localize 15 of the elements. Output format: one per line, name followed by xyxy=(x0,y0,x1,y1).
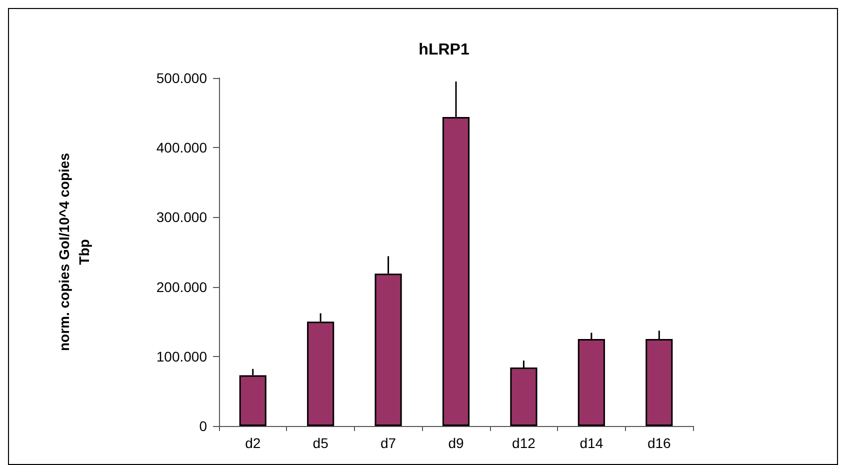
x-tick-label: d14 xyxy=(580,435,604,451)
x-tick-label: d9 xyxy=(448,435,464,451)
y-tick-label: 200.000 xyxy=(156,278,208,295)
x-tick-label: d12 xyxy=(512,435,536,451)
y-axis-title: norm. copies GoI/10^4 copies Tbp xyxy=(56,152,92,352)
y-tick-label: 0 xyxy=(199,418,208,434)
chart-title: hLRP1 xyxy=(418,42,470,58)
y-tick-label: 500.000 xyxy=(156,70,208,86)
x-tick-label: d2 xyxy=(245,435,261,451)
x-tick-label: d5 xyxy=(312,435,329,451)
x-tick-label: d7 xyxy=(380,435,396,451)
y-tick-label: 100.000 xyxy=(156,348,208,364)
x-tick-label: d16 xyxy=(647,435,672,451)
y-tick-label: 400.000 xyxy=(156,140,208,156)
y-tick-label: 300.000 xyxy=(156,209,208,226)
